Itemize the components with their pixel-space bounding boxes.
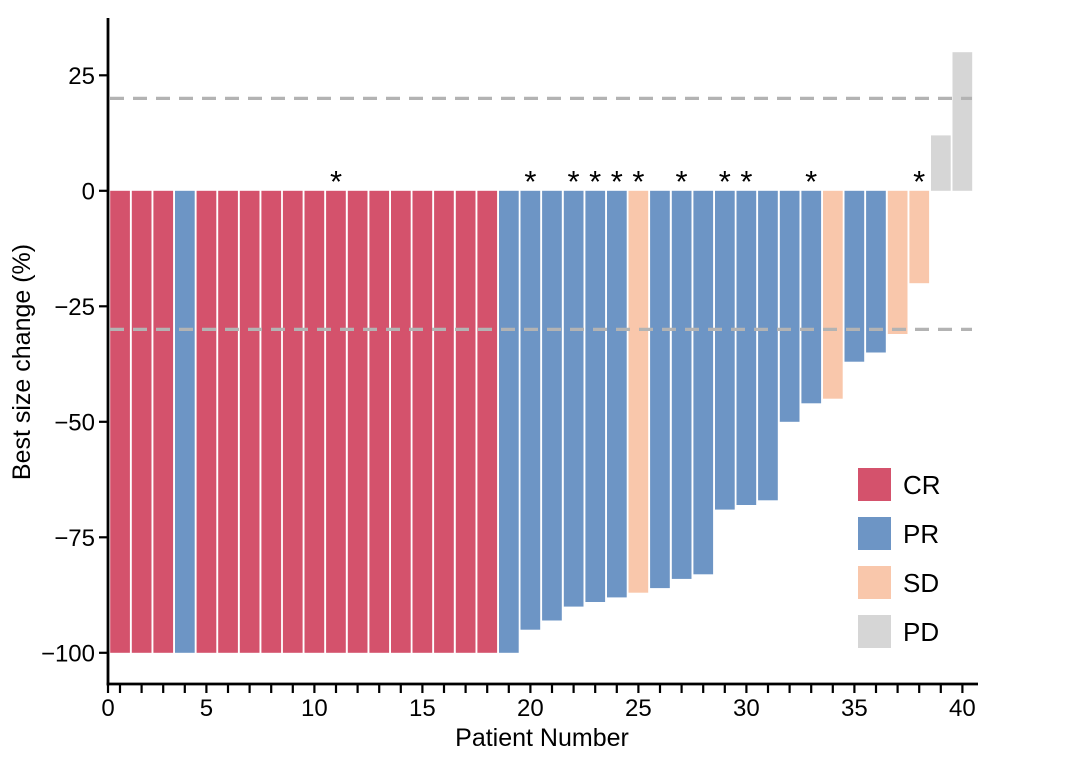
bar-patient-3 [153, 190, 174, 653]
y-tick-label--50: −50 [54, 409, 95, 436]
x-tick-label-15: 15 [409, 695, 436, 722]
bar-patient-28 [693, 190, 714, 575]
bar-patient-18 [477, 190, 498, 653]
asterisk-patient-11: * [330, 164, 342, 199]
bar-patient-14 [391, 190, 411, 653]
bar-patient-36 [866, 190, 886, 353]
bar-patient-13 [369, 190, 390, 653]
bar-patient-26 [650, 190, 670, 589]
bar-patient-30 [736, 190, 757, 506]
bar-patient-20 [520, 190, 541, 630]
y-tick-label-25: 25 [68, 63, 95, 90]
bar-patient-25 [628, 190, 649, 593]
bar-patient-1 [110, 190, 130, 653]
bar-patient-39 [931, 135, 951, 191]
bar-patient-16 [434, 190, 454, 653]
asterisk-patient-33: * [805, 164, 817, 199]
y-tick-label--100: −100 [41, 640, 95, 667]
x-tick-label-25: 25 [625, 695, 652, 722]
legend-swatch-pd [858, 615, 891, 648]
y-axis-title: Best size change (%) [8, 244, 36, 480]
asterisk-patient-23: * [589, 164, 601, 199]
bar-patient-19 [499, 190, 519, 653]
legend-swatch-sd [858, 566, 891, 599]
bar-patient-34 [823, 190, 843, 399]
x-tick-label-10: 10 [301, 695, 328, 722]
bar-patient-40 [952, 52, 973, 191]
bar-patient-2 [131, 190, 152, 653]
bar-patient-10 [304, 190, 325, 653]
bar-patient-32 [779, 190, 800, 422]
asterisk-patient-30: * [740, 164, 752, 199]
bar-patient-12 [347, 190, 368, 653]
legend-label-pr: PR [903, 519, 939, 549]
asterisk-patient-29: * [719, 164, 731, 199]
x-tick-label-20: 20 [517, 695, 544, 722]
bar-patient-24 [607, 190, 627, 598]
x-tick-label-40: 40 [949, 695, 976, 722]
bar-patient-33 [801, 190, 822, 404]
bar-patient-27 [671, 190, 692, 579]
asterisk-patient-27: * [676, 164, 688, 199]
x-tick-label-0: 0 [101, 695, 114, 722]
legend-swatch-cr [858, 468, 891, 501]
bar-patient-31 [758, 190, 778, 501]
y-tick-label-0: 0 [82, 178, 95, 205]
asterisk-patient-22: * [568, 164, 580, 199]
bar-patient-11 [326, 190, 346, 653]
bar-patient-29 [715, 190, 735, 510]
bar-patient-5 [196, 190, 217, 653]
legend-swatch-pr [858, 517, 891, 550]
bar-patient-8 [261, 190, 282, 653]
y-tick-label--25: −25 [54, 294, 95, 321]
bars-group [110, 52, 973, 653]
asterisk-patient-20: * [524, 164, 536, 199]
asterisk-patient-38: * [913, 164, 925, 199]
bar-patient-4 [175, 190, 195, 653]
x-tick-label-30: 30 [733, 695, 760, 722]
reference-lines-group [110, 96, 972, 331]
asterisk-patient-24: * [611, 164, 623, 199]
legend-label-cr: CR [903, 470, 941, 500]
legend-label-sd: SD [903, 568, 939, 598]
x-axis-title: Patient Number [455, 724, 629, 752]
bar-patient-6 [218, 190, 238, 653]
legend-group: CR PR SD PD [858, 468, 941, 648]
legend-label-pd: PD [903, 617, 939, 647]
bar-patient-7 [239, 190, 260, 653]
bar-patient-15 [412, 190, 433, 653]
bar-patient-21 [542, 190, 562, 621]
bar-patient-35 [844, 190, 865, 362]
y-tick-label--75: −75 [54, 525, 95, 552]
bar-patient-38 [909, 190, 930, 284]
asterisk-annotations-group: * * * * * * * * * * * [330, 164, 925, 199]
bar-patient-22 [563, 190, 584, 607]
asterisk-patient-25: * [632, 164, 644, 199]
x-tick-label-5: 5 [200, 695, 213, 722]
bar-patient-9 [282, 190, 303, 653]
x-tick-label-35: 35 [841, 695, 868, 722]
bar-patient-23 [585, 190, 606, 603]
axes-group: 25 0 −25 −50 −75 −100 0 5 10 15 20 25 30 35 40 [41, 18, 978, 722]
bar-patient-37 [887, 190, 908, 334]
bar-patient-17 [455, 190, 476, 653]
